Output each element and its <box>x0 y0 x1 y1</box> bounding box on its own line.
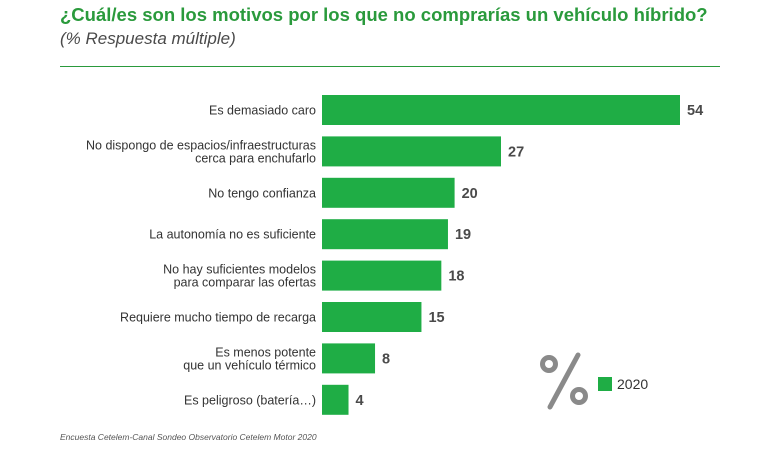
bar-2 <box>322 136 501 167</box>
bar-7 <box>322 343 376 374</box>
legend: 2020 <box>598 376 648 392</box>
category-label-3: No tengo confianza <box>208 186 316 200</box>
legend-swatch-2020 <box>598 377 612 391</box>
legend-label-2020: 2020 <box>617 376 649 392</box>
bar-4 <box>322 219 448 250</box>
chart-title: ¿Cuál/es son los motivos por los que no … <box>60 4 708 25</box>
value-label-3: 20 <box>462 186 478 202</box>
value-label-7: 8 <box>382 351 390 367</box>
bar-1 <box>322 95 680 125</box>
source-note: Encuesta Cetelem-Canal Sondeo Observator… <box>60 432 317 442</box>
value-label-2: 27 <box>508 144 524 160</box>
category-label-8: Es peligroso (batería…) <box>184 393 316 407</box>
category-label-4: La autonomía no es suficiente <box>149 228 316 242</box>
category-label-2-line-2: cerca para enchufarlo <box>195 151 316 165</box>
bar-3 <box>322 177 455 208</box>
category-label-7-line-1: Es menos potente <box>215 345 316 359</box>
title-divider <box>60 66 720 67</box>
category-label-1: Es demasiado caro <box>209 104 316 118</box>
category-label-6: Requiere mucho tiempo de recarga <box>120 311 316 325</box>
category-label-5-line-1: No hay suficientes modelos <box>163 263 316 277</box>
category-label-5-line-2: para comparar las ofertas <box>174 276 316 290</box>
bar-6 <box>322 302 422 332</box>
category-label-7-line-2: que un vehículo térmico <box>183 358 316 372</box>
bar-5 <box>322 260 442 291</box>
value-label-5: 18 <box>448 269 464 285</box>
percent-icon <box>538 351 590 411</box>
chart-subtitle: (% Respuesta múltiple) <box>60 29 236 48</box>
category-label-2-line-1: No dispongo de espacios/infraestructuras <box>86 138 316 152</box>
value-label-6: 15 <box>428 310 444 326</box>
bar-8 <box>322 384 349 415</box>
value-label-8: 4 <box>356 393 364 409</box>
value-label-4: 19 <box>455 227 471 243</box>
value-label-1: 54 <box>687 103 703 119</box>
